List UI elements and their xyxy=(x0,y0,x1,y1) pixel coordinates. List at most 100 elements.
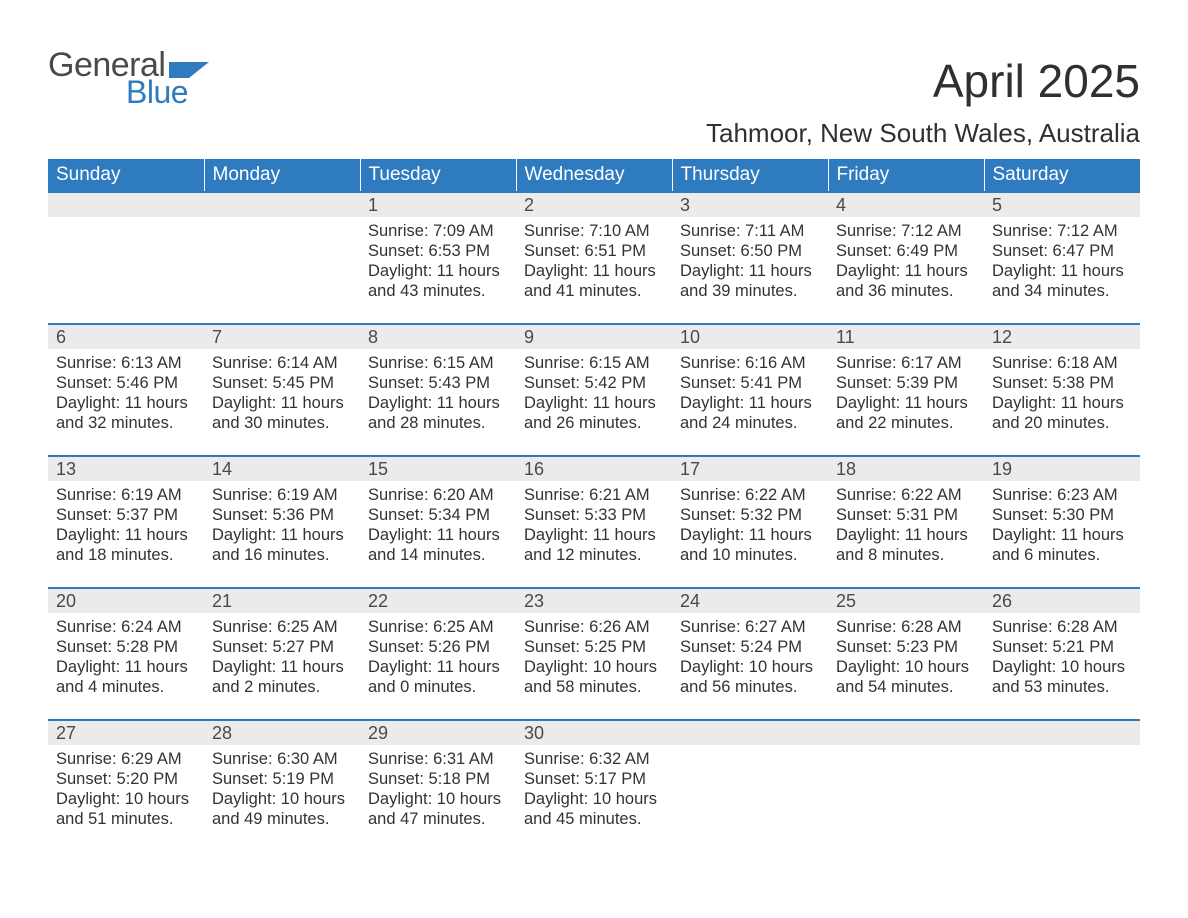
day-body: Sunrise: 6:29 AMSunset: 5:20 PMDaylight:… xyxy=(48,745,204,834)
day-body: Sunrise: 6:28 AMSunset: 5:21 PMDaylight:… xyxy=(984,613,1140,702)
day-body: Sunrise: 6:28 AMSunset: 5:23 PMDaylight:… xyxy=(828,613,984,702)
calendar-day-cell: 1Sunrise: 7:09 AMSunset: 6:53 PMDaylight… xyxy=(360,192,516,324)
logo: General Blue xyxy=(48,48,209,108)
day-number: 2 xyxy=(516,193,672,217)
daylight-text-1: Daylight: 10 hours xyxy=(992,657,1132,677)
calendar-day-cell: 7Sunrise: 6:14 AMSunset: 5:45 PMDaylight… xyxy=(204,324,360,456)
daylight-text-2: and 51 minutes. xyxy=(56,809,196,829)
sunset-text: Sunset: 5:23 PM xyxy=(836,637,976,657)
sunrise-text: Sunrise: 6:25 AM xyxy=(212,617,352,637)
sunrise-text: Sunrise: 7:12 AM xyxy=(836,221,976,241)
calendar-day-cell: 16Sunrise: 6:21 AMSunset: 5:33 PMDayligh… xyxy=(516,456,672,588)
day-number xyxy=(48,193,204,217)
daylight-text-1: Daylight: 11 hours xyxy=(680,261,820,281)
calendar-week-row: 6Sunrise: 6:13 AMSunset: 5:46 PMDaylight… xyxy=(48,324,1140,456)
calendar-day-cell xyxy=(828,720,984,840)
daylight-text-1: Daylight: 11 hours xyxy=(368,657,508,677)
daylight-text-1: Daylight: 11 hours xyxy=(56,525,196,545)
day-number: 23 xyxy=(516,589,672,613)
sunrise-text: Sunrise: 6:19 AM xyxy=(212,485,352,505)
sunset-text: Sunset: 6:50 PM xyxy=(680,241,820,261)
sunset-text: Sunset: 5:45 PM xyxy=(212,373,352,393)
sunrise-text: Sunrise: 6:22 AM xyxy=(836,485,976,505)
sunrise-text: Sunrise: 6:30 AM xyxy=(212,749,352,769)
calendar-day-cell xyxy=(48,192,204,324)
day-number: 15 xyxy=(360,457,516,481)
day-number xyxy=(984,721,1140,745)
sunset-text: Sunset: 6:47 PM xyxy=(992,241,1132,261)
calendar-day-cell: 11Sunrise: 6:17 AMSunset: 5:39 PMDayligh… xyxy=(828,324,984,456)
weekday-header: Saturday xyxy=(984,159,1140,192)
day-number: 25 xyxy=(828,589,984,613)
calendar-day-cell xyxy=(672,720,828,840)
sunrise-text: Sunrise: 6:28 AM xyxy=(992,617,1132,637)
sunset-text: Sunset: 5:37 PM xyxy=(56,505,196,525)
day-number: 20 xyxy=(48,589,204,613)
sunset-text: Sunset: 5:25 PM xyxy=(524,637,664,657)
day-body: Sunrise: 6:27 AMSunset: 5:24 PMDaylight:… xyxy=(672,613,828,702)
daylight-text-2: and 41 minutes. xyxy=(524,281,664,301)
daylight-text-2: and 43 minutes. xyxy=(368,281,508,301)
sunrise-text: Sunrise: 6:21 AM xyxy=(524,485,664,505)
day-body: Sunrise: 7:11 AMSunset: 6:50 PMDaylight:… xyxy=(672,217,828,306)
day-number: 9 xyxy=(516,325,672,349)
sunset-text: Sunset: 6:53 PM xyxy=(368,241,508,261)
day-number xyxy=(828,721,984,745)
daylight-text-2: and 56 minutes. xyxy=(680,677,820,697)
location-text: Tahmoor, New South Wales, Australia xyxy=(48,118,1140,149)
day-number: 11 xyxy=(828,325,984,349)
day-number: 8 xyxy=(360,325,516,349)
daylight-text-1: Daylight: 11 hours xyxy=(524,525,664,545)
sunset-text: Sunset: 5:33 PM xyxy=(524,505,664,525)
weekday-header-row: Sunday Monday Tuesday Wednesday Thursday… xyxy=(48,159,1140,192)
daylight-text-1: Daylight: 11 hours xyxy=(992,393,1132,413)
sunrise-text: Sunrise: 6:26 AM xyxy=(524,617,664,637)
calendar-day-cell xyxy=(204,192,360,324)
day-body: Sunrise: 6:31 AMSunset: 5:18 PMDaylight:… xyxy=(360,745,516,834)
calendar-day-cell: 3Sunrise: 7:11 AMSunset: 6:50 PMDaylight… xyxy=(672,192,828,324)
calendar-day-cell: 2Sunrise: 7:10 AMSunset: 6:51 PMDaylight… xyxy=(516,192,672,324)
sunset-text: Sunset: 5:38 PM xyxy=(992,373,1132,393)
daylight-text-2: and 22 minutes. xyxy=(836,413,976,433)
sunset-text: Sunset: 5:24 PM xyxy=(680,637,820,657)
daylight-text-1: Daylight: 11 hours xyxy=(524,393,664,413)
sunrise-text: Sunrise: 6:20 AM xyxy=(368,485,508,505)
calendar-week-row: 20Sunrise: 6:24 AMSunset: 5:28 PMDayligh… xyxy=(48,588,1140,720)
sunset-text: Sunset: 5:46 PM xyxy=(56,373,196,393)
sunrise-text: Sunrise: 6:24 AM xyxy=(56,617,196,637)
sunrise-text: Sunrise: 6:22 AM xyxy=(680,485,820,505)
sunrise-text: Sunrise: 6:25 AM xyxy=(368,617,508,637)
daylight-text-1: Daylight: 10 hours xyxy=(524,789,664,809)
sunrise-text: Sunrise: 7:09 AM xyxy=(368,221,508,241)
day-body: Sunrise: 6:24 AMSunset: 5:28 PMDaylight:… xyxy=(48,613,204,702)
day-number: 19 xyxy=(984,457,1140,481)
daylight-text-1: Daylight: 10 hours xyxy=(836,657,976,677)
daylight-text-2: and 8 minutes. xyxy=(836,545,976,565)
sunrise-text: Sunrise: 7:10 AM xyxy=(524,221,664,241)
daylight-text-2: and 18 minutes. xyxy=(56,545,196,565)
calendar-day-cell: 28Sunrise: 6:30 AMSunset: 5:19 PMDayligh… xyxy=(204,720,360,840)
calendar-day-cell: 4Sunrise: 7:12 AMSunset: 6:49 PMDaylight… xyxy=(828,192,984,324)
sunrise-text: Sunrise: 6:16 AM xyxy=(680,353,820,373)
calendar-day-cell: 22Sunrise: 6:25 AMSunset: 5:26 PMDayligh… xyxy=(360,588,516,720)
day-number: 1 xyxy=(360,193,516,217)
day-body: Sunrise: 6:19 AMSunset: 5:36 PMDaylight:… xyxy=(204,481,360,570)
daylight-text-2: and 14 minutes. xyxy=(368,545,508,565)
day-body: Sunrise: 6:26 AMSunset: 5:25 PMDaylight:… xyxy=(516,613,672,702)
day-number xyxy=(672,721,828,745)
calendar-day-cell: 10Sunrise: 6:16 AMSunset: 5:41 PMDayligh… xyxy=(672,324,828,456)
daylight-text-2: and 4 minutes. xyxy=(56,677,196,697)
sunset-text: Sunset: 5:31 PM xyxy=(836,505,976,525)
daylight-text-2: and 45 minutes. xyxy=(524,809,664,829)
day-body: Sunrise: 6:15 AMSunset: 5:42 PMDaylight:… xyxy=(516,349,672,438)
sunrise-text: Sunrise: 6:27 AM xyxy=(680,617,820,637)
sunrise-text: Sunrise: 6:19 AM xyxy=(56,485,196,505)
calendar-day-cell: 14Sunrise: 6:19 AMSunset: 5:36 PMDayligh… xyxy=(204,456,360,588)
daylight-text-1: Daylight: 11 hours xyxy=(212,525,352,545)
calendar-day-cell: 23Sunrise: 6:26 AMSunset: 5:25 PMDayligh… xyxy=(516,588,672,720)
day-number: 28 xyxy=(204,721,360,745)
calendar-body: 1 Sunrise: 7:09 AMSunset: 6:53 PM Daylight… xyxy=(48,192,1140,840)
calendar-day-cell: 9Sunrise: 6:15 AMSunset: 5:42 PMDaylight… xyxy=(516,324,672,456)
daylight-text-2: and 54 minutes. xyxy=(836,677,976,697)
day-number: 14 xyxy=(204,457,360,481)
